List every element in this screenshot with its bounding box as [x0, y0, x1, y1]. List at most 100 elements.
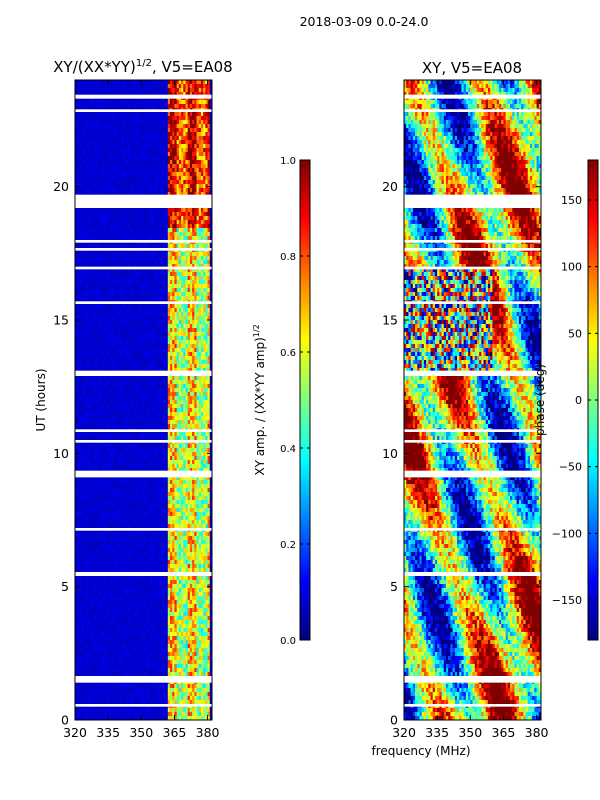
- heatmap-cell: [181, 152, 184, 157]
- heatmap-cell: [110, 244, 113, 249]
- heatmap-cell: [94, 168, 98, 173]
- heatmap-cell: [123, 252, 127, 257]
- heatmap-cell: [174, 340, 178, 345]
- heatmap-cell: [86, 312, 89, 317]
- heatmap-cell: [172, 308, 175, 313]
- heatmap-cell: [174, 228, 178, 233]
- heatmap-cell: [196, 272, 200, 277]
- heatmap-cell: [125, 184, 129, 189]
- heatmap-cell: [114, 380, 118, 385]
- heatmap-cell: [94, 120, 98, 125]
- heatmap-cell: [94, 112, 98, 117]
- heatmap-cell: [161, 364, 164, 369]
- heatmap-cell: [145, 376, 149, 381]
- heatmap-cell: [119, 148, 122, 153]
- heatmap-cell: [90, 388, 94, 393]
- heatmap-cell: [94, 132, 98, 137]
- heatmap-cell: [207, 292, 211, 297]
- heatmap-cell: [143, 332, 147, 337]
- heatmap-cell: [205, 120, 208, 125]
- heatmap-cell: [152, 272, 155, 277]
- heatmap-cell: [136, 164, 140, 169]
- heatmap-cell: [194, 228, 197, 233]
- heatmap-cell: [134, 332, 138, 337]
- heatmap-cell: [112, 256, 116, 261]
- heatmap-cell: [121, 360, 125, 365]
- heatmap-cell: [174, 104, 178, 109]
- heatmap-cell: [163, 124, 166, 129]
- heatmap-cell: [90, 212, 94, 217]
- heatmap-cell: [79, 256, 83, 261]
- heatmap-cell: [83, 388, 87, 393]
- heatmap-cell: [128, 344, 131, 349]
- heatmap-cell: [167, 392, 171, 397]
- heatmap-cell: [112, 140, 116, 145]
- heatmap-cell: [147, 192, 151, 197]
- heatmap-cell: [200, 164, 204, 169]
- heatmap-cell: [75, 224, 78, 229]
- heatmap-cell: [185, 160, 189, 165]
- heatmap-cell: [158, 260, 162, 265]
- heatmap-cell: [90, 244, 94, 249]
- heatmap-cell: [187, 80, 191, 85]
- heatmap-cell: [134, 340, 138, 345]
- heatmap-cell: [75, 236, 78, 241]
- heatmap-cell: [161, 316, 164, 321]
- heatmap-cell: [75, 352, 78, 357]
- heatmap-cell: [185, 264, 189, 269]
- heatmap-cell: [203, 316, 206, 321]
- heatmap-cell: [97, 132, 100, 137]
- heatmap-cell: [198, 324, 202, 329]
- heatmap-cell: [167, 164, 171, 169]
- heatmap-cell: [83, 400, 87, 405]
- heatmap-cell: [83, 352, 87, 357]
- heatmap-cell: [145, 120, 149, 125]
- heatmap-cell: [101, 392, 105, 397]
- heatmap-cell: [119, 84, 122, 89]
- heatmap-cell: [161, 116, 164, 121]
- heatmap-cell: [207, 252, 211, 257]
- heatmap-cell: [114, 160, 118, 165]
- heatmap-cell: [128, 356, 131, 361]
- heatmap-cell: [198, 280, 202, 285]
- heatmap-cell: [94, 268, 98, 273]
- heatmap-cell: [105, 332, 109, 337]
- heatmap-cell: [103, 124, 107, 129]
- heatmap-cell: [145, 124, 149, 129]
- heatmap-cell: [150, 268, 153, 273]
- heatmap-cell: [163, 356, 166, 361]
- heatmap-cell: [205, 292, 208, 297]
- heatmap-cell: [200, 332, 204, 337]
- heatmap-cell: [114, 92, 118, 97]
- heatmap-cell: [192, 188, 195, 193]
- heatmap-cell: [88, 116, 91, 121]
- heatmap-cell: [147, 92, 151, 97]
- heatmap-cell: [92, 356, 96, 361]
- heatmap-cell: [114, 260, 118, 265]
- heatmap-cell: [94, 328, 98, 333]
- heatmap-cell: [123, 336, 127, 341]
- heatmap-cell: [154, 92, 158, 97]
- heatmap-cell: [139, 324, 142, 329]
- heatmap-cell: [92, 168, 96, 173]
- heatmap-cell: [181, 284, 184, 289]
- heatmap-cell: [116, 356, 120, 361]
- heatmap-cell: [90, 188, 94, 193]
- heatmap-cell: [123, 88, 127, 93]
- heatmap-cell: [198, 272, 202, 277]
- heatmap-cell: [139, 88, 142, 93]
- heatmap-cell: [121, 304, 125, 309]
- heatmap-cell: [209, 348, 212, 353]
- heatmap-cell: [189, 140, 193, 145]
- heatmap-cell: [167, 364, 171, 369]
- heatmap-cell: [90, 304, 94, 309]
- heatmap-cell: [114, 364, 118, 369]
- heatmap-cell: [178, 252, 182, 257]
- heatmap-cell: [156, 380, 160, 385]
- heatmap-cell: [92, 256, 96, 261]
- heatmap-cell: [156, 148, 160, 153]
- heatmap-cell: [203, 380, 206, 385]
- heatmap-cell: [125, 212, 129, 217]
- heatmap-cell: [86, 88, 89, 93]
- heatmap-cell: [83, 176, 87, 181]
